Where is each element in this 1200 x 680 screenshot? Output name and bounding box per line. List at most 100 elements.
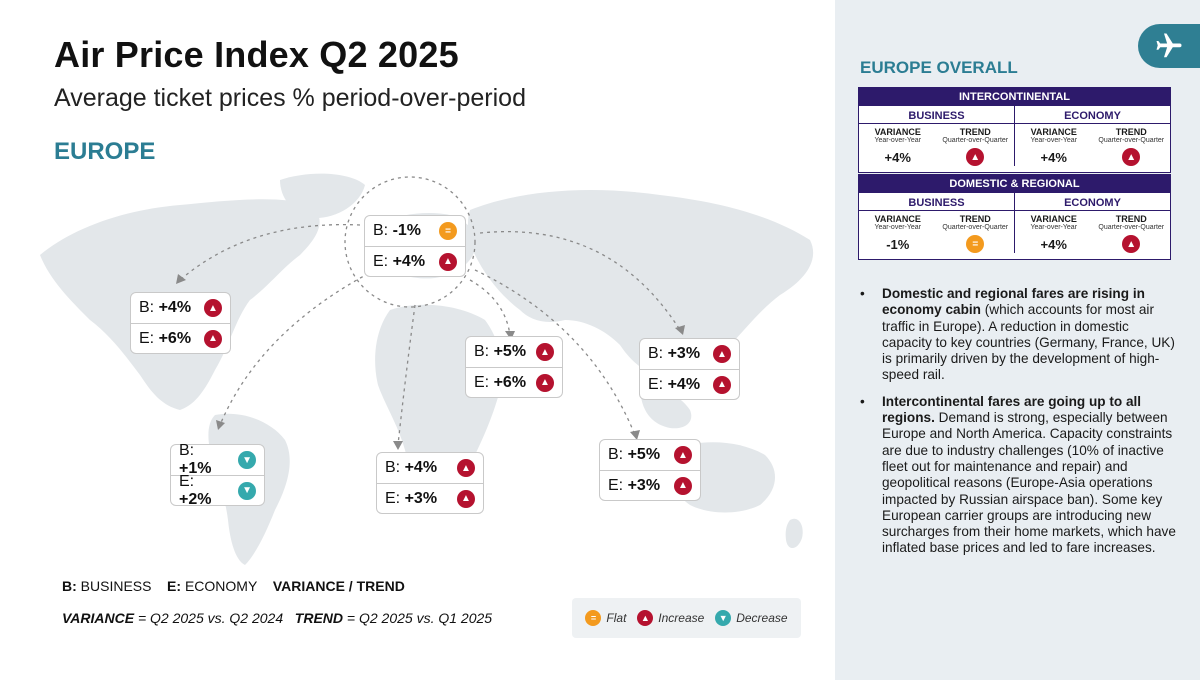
oceania-card: B: +5% ▲ E: +3% ▲ [599, 439, 701, 501]
new-zealand-shape [785, 518, 803, 549]
path-to-middle-east [469, 279, 511, 336]
europe-overall-title: EUROPE OVERALL [860, 58, 1018, 77]
economy-variance: +3% [404, 489, 438, 507]
list-item: • Intercontinental fares are going up to… [860, 393, 1176, 556]
arrow-oceania [630, 430, 640, 440]
business-row: B: -1% = [365, 216, 465, 246]
economy-variance: +6% [493, 373, 527, 391]
period-legend: VARIANCE = Q2 2025 vs. Q2 2024 TREND = Q… [62, 610, 493, 626]
list-item: • Domestic and regional fares are rising… [860, 286, 1175, 383]
arrow-down-icon: ▼ [238, 451, 256, 469]
arrow-up-icon: ▲ [536, 373, 554, 392]
arrow-africa [393, 441, 403, 450]
africa-card: B: +4% ▲ E: +3% ▲ [376, 452, 484, 514]
business-variance: +4% [158, 299, 192, 316]
arrow-asia [675, 325, 685, 335]
commentary: • Domestic and regional fares are rising… [858, 286, 1178, 567]
arrow-up-icon: ▲ [439, 252, 457, 271]
europe-card: B: -1% = E: +4% ▲ [364, 215, 466, 277]
economy-row: E: +6% ▲ [131, 323, 230, 353]
region-heading: EUROPE [54, 138, 156, 165]
economy-variance: +2% [179, 490, 212, 508]
variance-value: -1% [886, 237, 910, 252]
arrow-down-icon: ▼ [715, 610, 732, 626]
economy-variance: +4% [667, 375, 701, 393]
bullet-icon: • [860, 393, 865, 409]
arrow-up-icon: ▲ [1122, 235, 1141, 253]
page-title: Air Price Index Q2 2025 [54, 34, 459, 75]
economy-row: E: +4% ▲ [640, 369, 739, 399]
flight-paths [179, 176, 681, 446]
economy-row: E: +4% ▲ [365, 246, 465, 276]
business-row: B: +3% ▲ [640, 339, 739, 369]
business-variance: +1% [179, 460, 212, 477]
table-header: INTERCONTINENTAL [859, 88, 1170, 106]
equals-icon: = [585, 610, 602, 626]
economy-variance: +6% [158, 329, 192, 347]
asia-shape [467, 190, 814, 380]
arrow-up-icon: ▲ [1122, 148, 1141, 166]
arrow-up-icon: ▲ [674, 446, 692, 464]
arrow-up-icon: ▲ [457, 459, 475, 477]
bullet-icon: • [860, 286, 865, 301]
table-header: DOMESTIC & REGIONAL [859, 175, 1170, 193]
business-column: BUSINESS VARIANCE Year-over-Year -1% TRE… [859, 193, 1014, 253]
asia-card: B: +3% ▲ E: +4% ▲ [639, 338, 740, 400]
business-variance: +4% [404, 459, 438, 476]
business-variance: +5% [493, 343, 527, 360]
arrow-north-america [176, 274, 186, 284]
path-to-north-america [179, 223, 361, 281]
economy-row: E: +3% ▲ [377, 483, 483, 513]
path-to-asia [479, 231, 681, 331]
greenland-shape [280, 173, 365, 219]
business-row: B: +4% ▲ [377, 453, 483, 483]
variance-value: +4% [1040, 150, 1067, 165]
middle-east-card: B: +5% ▲ E: +6% ▲ [465, 336, 563, 398]
page-subtitle: Average ticket prices % period-over-peri… [54, 84, 526, 112]
business-row: B: +5% ▲ [466, 337, 562, 367]
legend-decrease: ▼ Decrease [715, 610, 788, 626]
equals-icon: = [439, 222, 457, 240]
arrow-down-icon: ▼ [238, 481, 256, 500]
trend-legend: = Flat ▲ Increase ▼ Decrease [572, 598, 801, 638]
arrow-up-icon: ▲ [966, 148, 985, 166]
economy-variance: +3% [627, 476, 661, 494]
business-row: B: +4% ▲ [131, 293, 230, 323]
arrow-south-america [216, 420, 225, 430]
arrow-up-icon: ▲ [204, 299, 222, 317]
main-panel: Air Price Index Q2 2025 Average ticket p… [40, 34, 814, 638]
legend-increase: ▲ Increase [637, 610, 704, 626]
business-variance: -1% [392, 222, 422, 239]
variance-value: +4% [884, 150, 911, 165]
path-to-africa [397, 304, 416, 446]
south-america-card: B: +1% ▼ E: +2% ▼ [170, 442, 265, 508]
legend-flat: = Flat [585, 610, 626, 626]
business-variance: +5% [627, 446, 661, 463]
arrow-up-icon: ▲ [457, 489, 475, 508]
airplane-icon [1138, 24, 1200, 68]
arrow-up-icon: ▲ [713, 375, 731, 394]
economy-column: ECONOMY VARIANCE Year-over-Year +4% TREN… [1014, 106, 1170, 166]
arrow-up-icon: ▲ [536, 343, 554, 361]
business-variance: +3% [667, 345, 701, 362]
arrow-middle-east [505, 331, 515, 340]
cabin-legend: B: BUSINESS E: ECONOMY VARIANCE / TREND [62, 578, 405, 594]
economy-row: E: +2% ▼ [171, 473, 264, 508]
variance-value: +4% [1040, 237, 1067, 252]
arrow-up-icon: ▲ [637, 610, 654, 626]
economy-row: E: +6% ▲ [466, 367, 562, 397]
path-to-south-america [219, 269, 376, 426]
business-row: B: +5% ▲ [600, 440, 700, 470]
arrow-up-icon: ▲ [674, 476, 692, 495]
economy-column: ECONOMY VARIANCE Year-over-Year +4% TREN… [1014, 193, 1170, 253]
arrow-up-icon: ▲ [204, 329, 222, 348]
equals-icon: = [966, 235, 985, 253]
europe-highlight-circle [344, 176, 476, 308]
path-to-oceania [474, 269, 636, 436]
arrow-up-icon: ▲ [713, 345, 731, 363]
business-row: B: +1% ▼ [171, 442, 264, 477]
north-america-card: B: +4% ▲ E: +6% ▲ [130, 292, 231, 354]
intercontinental-table: INTERCONTINENTAL BUSINESS VARIANCE Year-… [858, 87, 1171, 173]
economy-variance: +4% [392, 252, 426, 270]
arrow-heads [176, 274, 685, 450]
